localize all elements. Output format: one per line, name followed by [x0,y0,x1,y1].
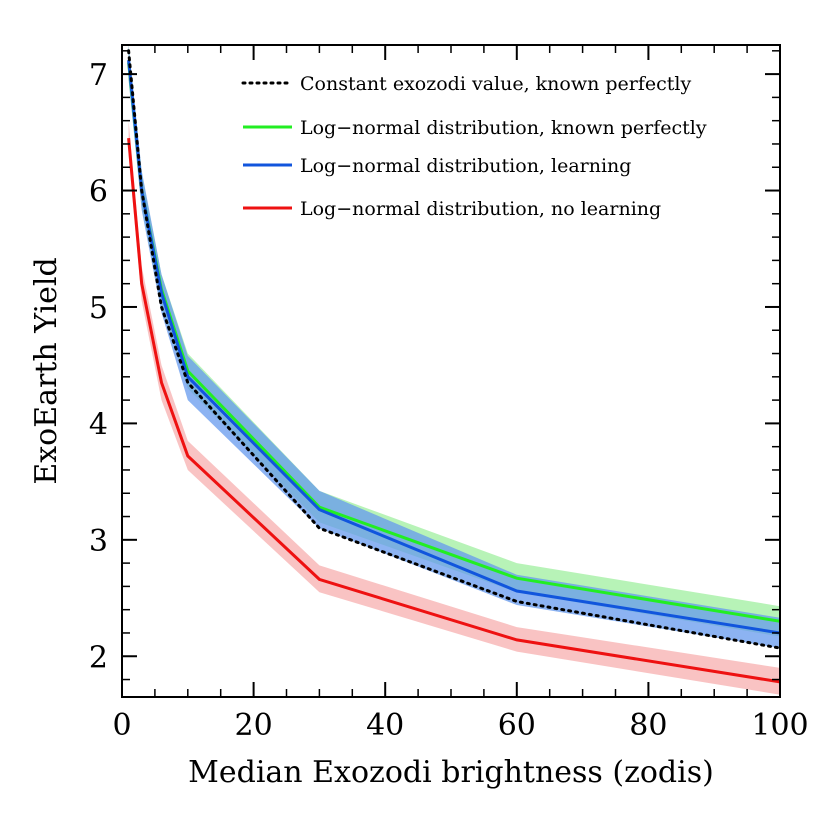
line-series-1 [127,62,780,623]
legend: Constant exozodi value, known perfectly L… [241,73,707,220]
y-tick-label: 2 [89,640,108,675]
x-tick-label: 80 [629,708,667,743]
legend-label-1: Log−normal distribution, known perfectly [300,117,707,139]
series-lines [127,49,780,684]
axis-tick-labels: 0 20 40 60 80 100 2 3 4 5 6 7 [89,58,809,743]
y-tick-label: 6 [89,175,108,210]
x-tick-label: 60 [498,708,536,743]
x-tick-label: 40 [366,708,404,743]
x-tick-label: 0 [112,708,131,743]
line-series-0 [127,49,780,650]
y-tick-label: 3 [89,524,108,559]
y-axis-label: ExoEarth Yield [29,257,64,484]
legend-label-3: Log−normal distribution, no learning [300,198,661,220]
x-tick-label: 100 [751,708,808,743]
confidence-bands [128,45,780,695]
x-tick-label: 20 [235,708,273,743]
legend-label-0: Constant exozodi value, known perfectly [300,73,692,95]
x-axis-label: Median Exozodi brightness (zodis) [188,755,714,790]
line-series-3 [127,137,780,684]
y-tick-label: 7 [89,58,108,93]
axis-ticks [121,45,781,697]
y-tick-label: 4 [89,407,108,442]
y-tick-label: 5 [89,291,108,326]
legend-label-2: Log−normal distribution, learning [300,155,631,177]
